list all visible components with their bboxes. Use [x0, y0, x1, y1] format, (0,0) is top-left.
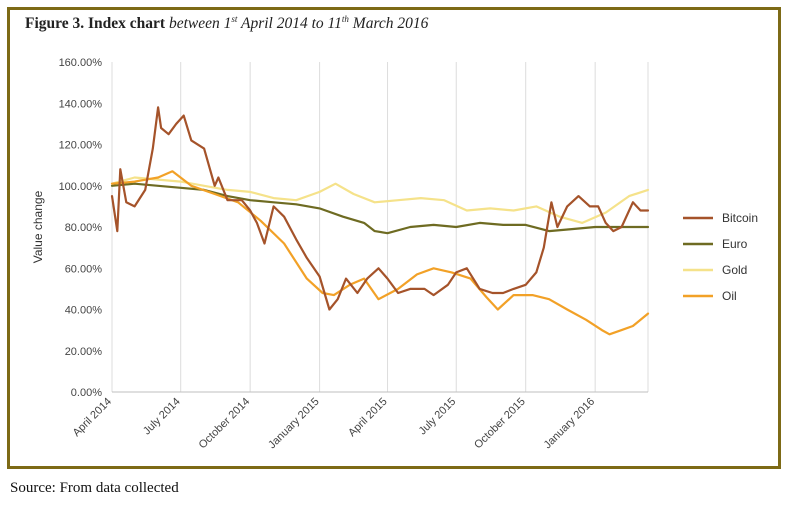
y-tick-label: 20.00%: [65, 346, 103, 358]
series-line-oil: [110, 170, 650, 336]
x-tick-label: April 2014: [71, 396, 115, 440]
title-sup-a: st: [231, 14, 238, 24]
title-part-a: between 1: [168, 15, 232, 33]
x-tick-label: January 2015: [266, 396, 322, 452]
y-tick-label: 40.00%: [65, 305, 103, 317]
y-tick-label: 120.00%: [59, 140, 103, 152]
y-tick-label: 80.00%: [65, 222, 103, 234]
series-line-bitcoin: [110, 106, 650, 311]
legend-label-euro: Euro: [722, 237, 748, 251]
y-tick-label: 140.00%: [59, 98, 103, 110]
title-part-c: March 2016: [348, 15, 429, 33]
y-tick-label: 0.00%: [71, 387, 102, 399]
y-axis-label: Value change: [31, 190, 45, 263]
x-tick-label: October 2014: [197, 396, 253, 452]
source-note: Source: From data collected: [10, 480, 179, 496]
x-tick-label: January 2016: [542, 396, 598, 452]
figure-title: Figure 3. Index chart between 1st April …: [25, 14, 428, 33]
x-tick-label: July 2014: [141, 396, 183, 438]
title-part-b: April 2014 to 11: [237, 15, 342, 33]
x-tick-label: July 2015: [417, 396, 459, 438]
title-bold: Figure 3. Index chart: [25, 15, 166, 33]
series-line-euro: [110, 182, 650, 235]
y-tick-label: 100.00%: [59, 181, 103, 193]
legend-label-bitcoin: Bitcoin: [722, 211, 758, 225]
legend-label-oil: Oil: [722, 289, 737, 303]
legend-label-gold: Gold: [722, 263, 747, 277]
title-sup-b: th: [341, 14, 349, 24]
y-tick-label: 160.00%: [59, 57, 103, 69]
x-tick-label: October 2015: [472, 396, 528, 452]
x-tick-label: April 2015: [346, 396, 390, 440]
y-tick-label: 60.00%: [65, 263, 103, 275]
series-line-gold: [110, 176, 650, 224]
